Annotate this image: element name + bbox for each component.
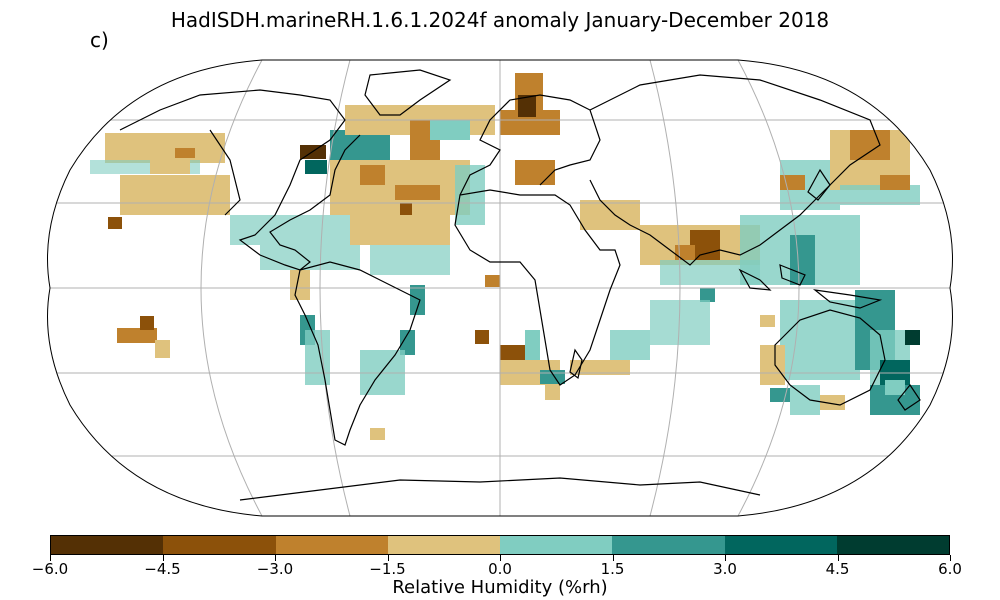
grid-cell bbox=[430, 120, 470, 140]
colorbar-label: Relative Humidity (%rh) bbox=[392, 577, 608, 598]
grid-cell bbox=[475, 330, 489, 344]
colorbar-segment bbox=[836, 536, 949, 554]
grid-cell bbox=[570, 360, 630, 375]
grid-cell bbox=[525, 330, 540, 360]
grid-cell bbox=[500, 345, 525, 360]
grid-cell bbox=[410, 285, 425, 315]
grid-cell bbox=[700, 288, 715, 302]
colorbar-tick bbox=[837, 555, 839, 561]
colorbar-tick bbox=[275, 555, 276, 561]
colorbar-tick-label: −1.5 bbox=[369, 560, 406, 578]
grid-cell bbox=[395, 185, 440, 200]
grid-cell bbox=[370, 428, 385, 440]
grid-cell bbox=[515, 160, 555, 185]
grid-cell bbox=[905, 330, 920, 345]
grid-cell bbox=[610, 330, 650, 360]
anomaly-grid-cells bbox=[90, 73, 920, 440]
colorbar-segment bbox=[500, 536, 613, 554]
panel-label: c) bbox=[90, 28, 109, 52]
colorbar-tick bbox=[162, 555, 164, 561]
grid-cell bbox=[290, 270, 310, 300]
colorbar-tick-label: 6.0 bbox=[938, 560, 962, 578]
grid-cell bbox=[305, 330, 330, 385]
colorbar-segment bbox=[51, 536, 164, 554]
grid-cell bbox=[140, 316, 154, 330]
grid-cell bbox=[760, 315, 775, 327]
colorbar-tick-label: −4.5 bbox=[144, 560, 181, 578]
colorbar-tick-label: 3.0 bbox=[713, 560, 737, 578]
grid-cell bbox=[850, 130, 890, 160]
colorbar-tick bbox=[612, 555, 614, 561]
colorbar-segment bbox=[724, 536, 837, 554]
grid-cell bbox=[675, 245, 695, 260]
grid-cell bbox=[150, 160, 190, 174]
colorbar-tick-label: 4.5 bbox=[825, 560, 850, 578]
grid-cell bbox=[820, 395, 845, 410]
grid-cell bbox=[660, 260, 760, 285]
grid-cell bbox=[790, 385, 820, 415]
grid-cell bbox=[175, 148, 195, 158]
colorbar-tick-label: −6.0 bbox=[31, 560, 69, 578]
grid-cell bbox=[120, 175, 230, 215]
grid-cell bbox=[760, 345, 785, 385]
grid-cell bbox=[545, 385, 560, 400]
grid-cell bbox=[370, 245, 450, 275]
colorbar-tick bbox=[50, 555, 51, 561]
grid-cell bbox=[305, 160, 327, 174]
grid-cell bbox=[360, 165, 385, 185]
colorbar bbox=[50, 535, 950, 555]
colorbar-tick bbox=[950, 555, 951, 561]
grid-cell bbox=[485, 275, 500, 287]
grid-cell bbox=[400, 330, 415, 355]
colorbar-segment bbox=[612, 536, 725, 554]
grid-cell bbox=[108, 217, 122, 229]
colorbar-segment bbox=[163, 536, 276, 554]
colorbar-segment bbox=[387, 536, 500, 554]
grid-cell bbox=[117, 328, 157, 343]
grid-cell bbox=[780, 175, 805, 190]
grid-cell bbox=[885, 380, 905, 395]
colorbar-tick-label: 0.0 bbox=[488, 560, 512, 578]
colorbar-tick bbox=[725, 555, 726, 561]
grid-cell bbox=[518, 95, 536, 117]
grid-cell bbox=[790, 235, 815, 285]
colorbar-segment bbox=[275, 536, 388, 554]
colorbar-tick-label: 1.5 bbox=[600, 560, 625, 578]
colorbar-tick bbox=[387, 555, 389, 561]
grid-cell bbox=[400, 203, 412, 217]
grid-cell bbox=[105, 133, 225, 163]
grid-cell bbox=[155, 340, 170, 358]
coastlines bbox=[119, 69, 921, 501]
map-gridlines bbox=[47, 60, 953, 516]
grid-cell bbox=[350, 215, 450, 245]
grid-cell bbox=[880, 175, 910, 190]
map-boundary bbox=[47, 59, 953, 517]
grid-cell bbox=[540, 370, 565, 384]
map bbox=[47, 59, 953, 517]
map-title: HadISDH.marineRH.1.6.1.2024f anomaly Jan… bbox=[170, 8, 830, 32]
colorbar-tick-label: −3.0 bbox=[256, 560, 294, 578]
colorbar-tick bbox=[500, 555, 501, 561]
